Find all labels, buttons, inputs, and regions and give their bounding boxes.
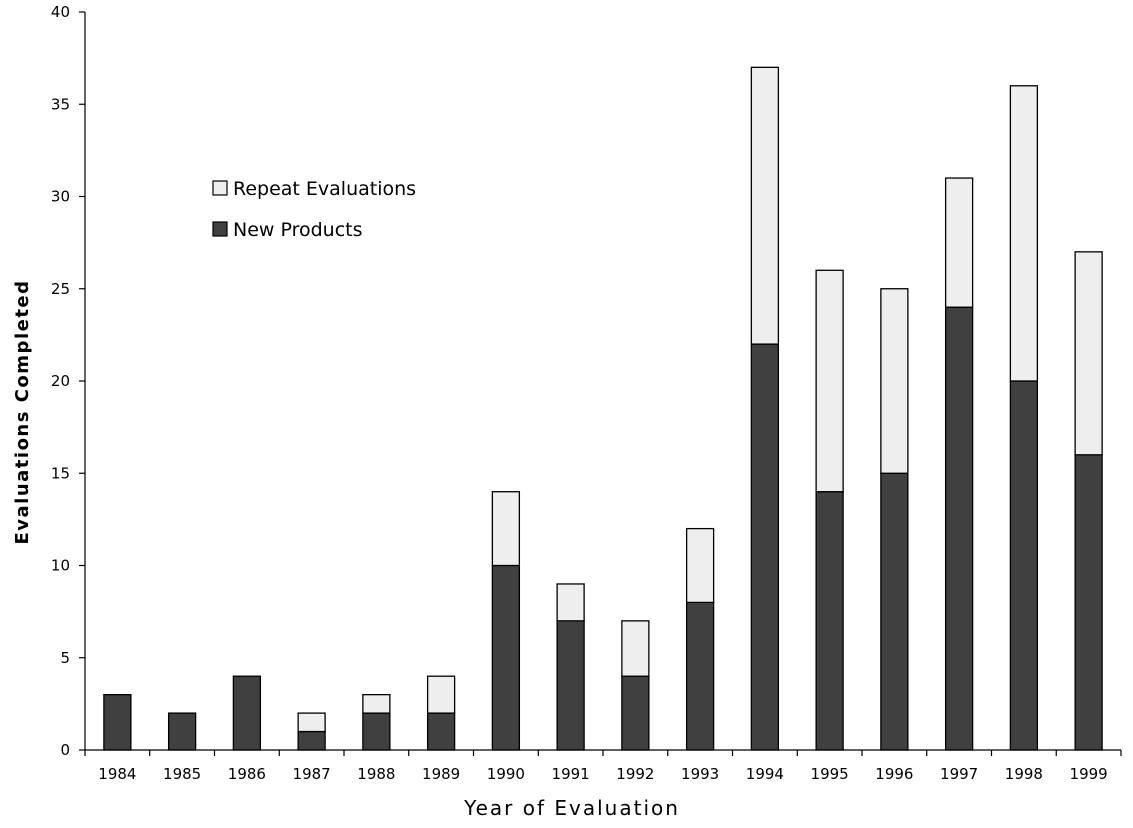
bar-new-products-1989 [426, 712, 456, 751]
legend-label-repeat: Repeat Evaluations [233, 178, 416, 200]
y-axis-title: Evaluations Completed [12, 279, 33, 544]
y-tick-label: 40 [51, 3, 70, 21]
legend-label-new: New Products [233, 219, 363, 241]
bar-new-products-1984 [103, 694, 132, 751]
tick-labels: 0 5 10 15 20 25 30 35 40 1984 1985 1986 1987 1988 1989… [51, 3, 1108, 783]
bar-new-products-1995 [815, 491, 844, 751]
x-tick-label: 1990 [487, 765, 525, 783]
y-tick-label: 25 [51, 280, 70, 298]
bar-new-products-1994 [750, 343, 780, 751]
bar-repeat-evaluations-1991 [556, 583, 585, 622]
x-tick-label: 1987 [293, 765, 331, 783]
bar-repeat-evaluations-1988 [362, 694, 391, 714]
x-tick-label: 1991 [552, 765, 590, 783]
y-tick-label: 0 [60, 741, 70, 759]
legend-swatch-repeat [212, 180, 228, 196]
legend: Repeat Evaluations New Products [212, 178, 416, 241]
bar-repeat-evaluations-1993 [685, 527, 715, 604]
bar-new-products-1997 [944, 306, 974, 751]
bar-new-products-1986 [232, 675, 262, 751]
y-tick-label: 10 [51, 557, 70, 575]
x-tick-label: 1997 [940, 765, 978, 783]
bars [103, 66, 1103, 751]
legend-swatch-new [212, 221, 228, 237]
bar-new-products-1993 [685, 601, 715, 751]
x-tick-label: 1999 [1070, 765, 1108, 783]
x-tick-label: 1994 [746, 765, 784, 783]
x-tick-label: 1996 [875, 765, 913, 783]
bar-new-products-1991 [556, 620, 585, 751]
x-tick-label: 1984 [98, 765, 136, 783]
x-tick-label: 1995 [811, 765, 849, 783]
bar-repeat-evaluations-1999 [1074, 251, 1103, 456]
bar-repeat-evaluations-1989 [426, 675, 456, 714]
bar-new-products-1999 [1074, 454, 1103, 751]
x-tick-label: 1992 [616, 765, 654, 783]
legend-item-repeat: Repeat Evaluations [212, 178, 416, 200]
x-tick-label: 1988 [357, 765, 395, 783]
bar-new-products-1990 [491, 564, 521, 751]
y-tick-label: 30 [51, 188, 70, 206]
x-tick-label: 1989 [422, 765, 460, 783]
bar-repeat-evaluations-1987 [297, 712, 326, 733]
x-tick-label: 1986 [228, 765, 266, 783]
bar-repeat-evaluations-1992 [621, 620, 650, 677]
x-tick-label: 1998 [1005, 765, 1043, 783]
bar-new-products-1985 [167, 712, 197, 751]
bar-repeat-evaluations-1990 [491, 491, 521, 567]
bar-new-products-1987 [297, 730, 326, 751]
y-tick-label: 35 [51, 95, 70, 113]
bar-repeat-evaluations-1996 [880, 288, 909, 474]
bar-new-products-1988 [362, 712, 391, 751]
bar-new-products-1996 [880, 472, 909, 751]
y-tick-label: 15 [51, 464, 70, 482]
bar-new-products-1998 [1009, 380, 1039, 751]
legend-item-new: New Products [212, 219, 363, 241]
bar-repeat-evaluations-1995 [815, 269, 844, 493]
bar-repeat-evaluations-1994 [750, 66, 780, 345]
y-tick-label: 5 [60, 649, 70, 667]
x-tick-label: 1985 [163, 765, 201, 783]
x-axis-title: Year of Evaluation [463, 796, 680, 820]
bar-repeat-evaluations-1997 [944, 177, 974, 308]
bar-new-products-1992 [621, 675, 650, 751]
x-tick-label: 1993 [681, 765, 719, 783]
bar-repeat-evaluations-1998 [1009, 85, 1039, 382]
y-tick-label: 20 [51, 372, 70, 390]
